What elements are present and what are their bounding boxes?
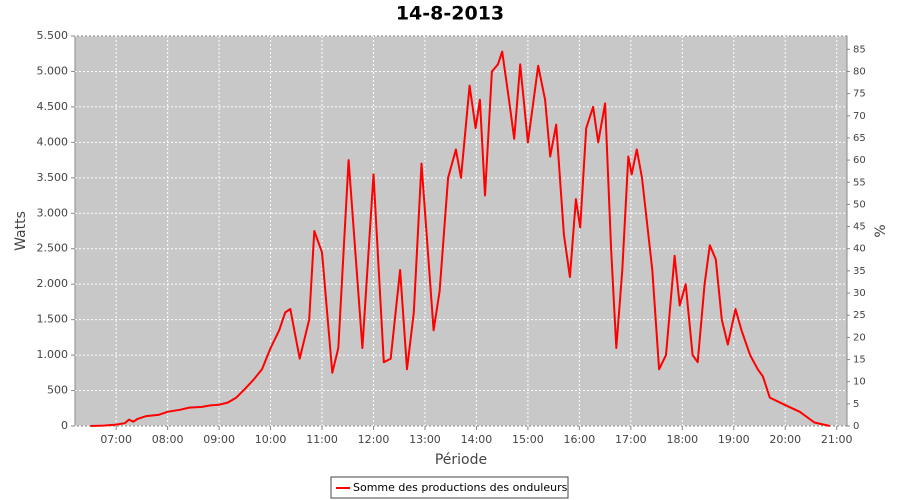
x-tick-label: 12:00 bbox=[358, 433, 390, 446]
y2-tick-label: 5 bbox=[853, 399, 859, 410]
y2-tick-label: 35 bbox=[853, 266, 866, 277]
y-tick-label: 0 bbox=[61, 419, 68, 432]
y-tick-label: 1.500 bbox=[37, 313, 69, 326]
y2-tick-label: 85 bbox=[853, 44, 866, 55]
y2-tick-label: 50 bbox=[853, 199, 866, 210]
y2-tick-label: 30 bbox=[853, 288, 866, 299]
y-tick-label: 500 bbox=[47, 384, 68, 397]
plot-area bbox=[74, 35, 848, 427]
y2-tick-label: 60 bbox=[853, 155, 866, 166]
x-tick-label: 10:00 bbox=[255, 433, 287, 446]
x-tick-label: 19:00 bbox=[718, 433, 750, 446]
x-tick-label: 14:00 bbox=[461, 433, 493, 446]
x-tick-label: 16:00 bbox=[564, 433, 596, 446]
y2-tick-label: 65 bbox=[853, 133, 866, 144]
y2-tick-label: 20 bbox=[853, 332, 866, 343]
y-tick-label: 3.500 bbox=[37, 171, 69, 184]
x-tick-label: 09:00 bbox=[203, 433, 235, 446]
y2-tick-label: 45 bbox=[853, 222, 866, 233]
y2-tick-label: 0 bbox=[853, 421, 859, 432]
legend bbox=[330, 476, 569, 499]
x-tick-label: 18:00 bbox=[666, 433, 698, 446]
y-tick-label: 5.000 bbox=[37, 64, 69, 77]
x-tick-label: 11:00 bbox=[306, 433, 338, 446]
x-tick-label: 07:00 bbox=[100, 433, 132, 446]
y-tick-label: 4.500 bbox=[37, 100, 69, 113]
y-tick-label: 5.500 bbox=[37, 29, 69, 42]
x-tick-label: 13:00 bbox=[409, 433, 441, 446]
y-tick-label: 1.000 bbox=[37, 348, 69, 361]
y-tick-label: 4.000 bbox=[37, 135, 69, 148]
y-tick-label: 2.500 bbox=[37, 242, 69, 255]
y-axis-label: Watts bbox=[13, 211, 29, 251]
y2-tick-label: 15 bbox=[853, 355, 866, 366]
x-tick-label: 20:00 bbox=[769, 433, 801, 446]
y2-tick-label: 80 bbox=[853, 66, 866, 77]
series-line bbox=[90, 50, 831, 427]
y2-tick-label: 75 bbox=[853, 89, 866, 100]
x-axis-label: Période bbox=[435, 452, 487, 468]
x-tick-label: 17:00 bbox=[615, 433, 647, 446]
y2-axis-label: % bbox=[873, 224, 889, 237]
y2-tick-label: 40 bbox=[853, 244, 866, 255]
y2-tick-label: 55 bbox=[853, 177, 866, 188]
x-tick-label: 08:00 bbox=[152, 433, 184, 446]
x-tick-label: 21:00 bbox=[821, 433, 853, 446]
chart-title: 14-8-2013 bbox=[396, 3, 504, 25]
y-tick-label: 3.000 bbox=[37, 206, 69, 219]
y2-tick-label: 25 bbox=[853, 310, 866, 321]
y2-tick-label: 10 bbox=[853, 377, 866, 388]
y-tick-label: 2.000 bbox=[37, 277, 69, 290]
legend-label: Somme des productions des onduleurs bbox=[353, 481, 568, 494]
y2-tick-label: 70 bbox=[853, 111, 866, 122]
x-tick-label: 15:00 bbox=[512, 433, 544, 446]
